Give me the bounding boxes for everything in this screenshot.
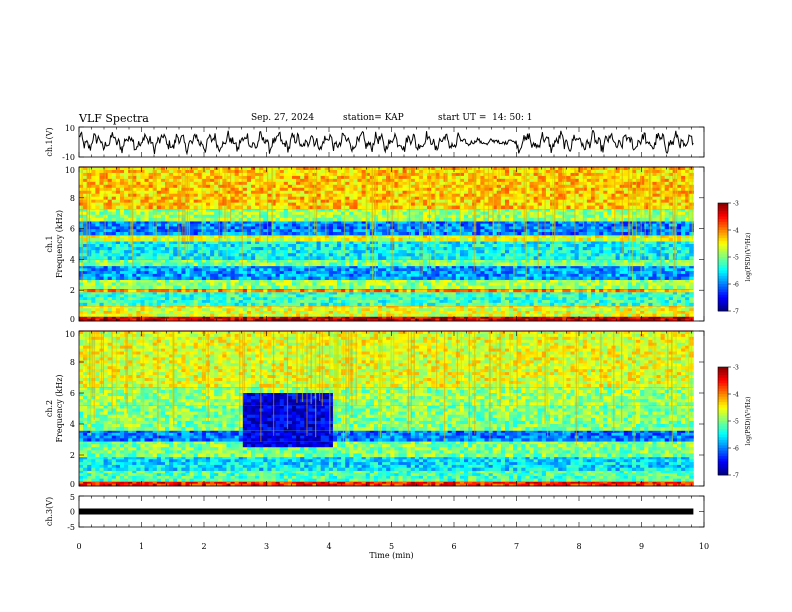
channel-3-waveform-ytick: 0 [70, 508, 75, 517]
date-label: Sep. 27, 2024 [251, 113, 315, 123]
x-tick-label: 9 [639, 542, 644, 551]
channel-1-spectrogram-colorbar [717, 202, 731, 312]
channel-3-waveform-line [79, 508, 694, 515]
channel-2-spectrogram-colorbar-tick: -6 [733, 446, 739, 453]
channel-2-spectrogram-colorbar-tick: -3 [733, 365, 739, 372]
channel-1-spectrogram-channel-label: ch.1 [45, 235, 54, 252]
x-tick-label: 3 [264, 542, 269, 551]
channel-2-spectrogram-colorbar-label: log(PSD)(V²/Hz) [745, 397, 752, 446]
x-tick-label: 2 [201, 542, 206, 551]
channel-1-spectrogram-image [79, 166, 694, 322]
channel-3-waveform-ytick: -5 [67, 523, 75, 532]
channel-1-waveform-line [78, 130, 694, 156]
channel-1-spectrogram-ytick: 8 [70, 194, 75, 203]
figure-title: VLF Spectra [79, 112, 149, 125]
channel-1-spectrogram-colorbar-tick: -4 [733, 228, 739, 235]
x-tick-label: 4 [326, 542, 331, 551]
x-tick-label: 1 [139, 542, 144, 551]
start-time-label: start UT = 14: 50: 1 [438, 113, 533, 123]
channel-1-spectrogram-ytick: 4 [70, 255, 75, 264]
channel-1-spectrogram-ylabel: Frequency (kHz) [55, 210, 64, 278]
channel-1-spectrogram-colorbar-tick: -5 [733, 255, 739, 262]
channel-1-waveform-ylabel: ch.1(V) [45, 127, 54, 156]
channel-2-spectrogram-ytick: 0 [70, 480, 75, 489]
channel-1-spectrogram-colorbar-tick: -6 [733, 282, 739, 289]
channel-1-waveform-ytick: -10 [62, 153, 75, 162]
channel-2-spectrogram-ytick: 10 [65, 330, 75, 339]
x-tick-label: 10 [699, 542, 709, 551]
channel-2-spectrogram-colorbar-tick: -5 [733, 419, 739, 426]
channel-2-spectrogram-image [79, 330, 694, 487]
channel-2-spectrogram-ylabel: Frequency (kHz) [55, 374, 64, 442]
x-tick-label: 8 [576, 542, 581, 551]
channel-1-spectrogram-ytick: 6 [70, 225, 75, 234]
channel-1-spectrogram-ytick: 10 [65, 166, 75, 175]
x-axis-label: Time (min) [369, 551, 413, 560]
channel-2-spectrogram-ytick: 2 [70, 451, 75, 460]
channel-2-spectrogram-channel-label: ch.2 [45, 400, 54, 417]
channel-3-waveform-ytick: 5 [70, 493, 75, 502]
channel-2-spectrogram-ytick: 6 [70, 389, 75, 398]
x-tick-label: 0 [76, 542, 81, 551]
channel-2-spectrogram-colorbar-tick: -4 [733, 392, 739, 399]
channel-2-spectrogram-ytick: 4 [70, 420, 75, 429]
channel-2-spectrogram-colorbar-tick: -7 [733, 473, 739, 480]
x-tick-label: 6 [451, 542, 456, 551]
x-tick-label: 7 [514, 542, 519, 551]
station-label: station= KAP [343, 113, 404, 123]
channel-1-spectrogram-ytick: 2 [70, 286, 75, 295]
channel-1-spectrogram-colorbar-tick: -7 [733, 309, 739, 316]
channel-1-waveform-ytick: 10 [65, 124, 75, 133]
channel-2-spectrogram-ytick: 8 [70, 358, 75, 367]
x-tick-label: 5 [389, 542, 394, 551]
channel-2-spectrogram-colorbar [717, 366, 731, 476]
channel-3-waveform-ylabel: ch.3(V) [45, 497, 54, 526]
channel-1-spectrogram-colorbar-label: log(PSD)(V²/Hz) [745, 233, 752, 282]
channel-1-spectrogram-colorbar-tick: -3 [733, 201, 739, 208]
channel-1-spectrogram-ytick: 0 [70, 315, 75, 324]
